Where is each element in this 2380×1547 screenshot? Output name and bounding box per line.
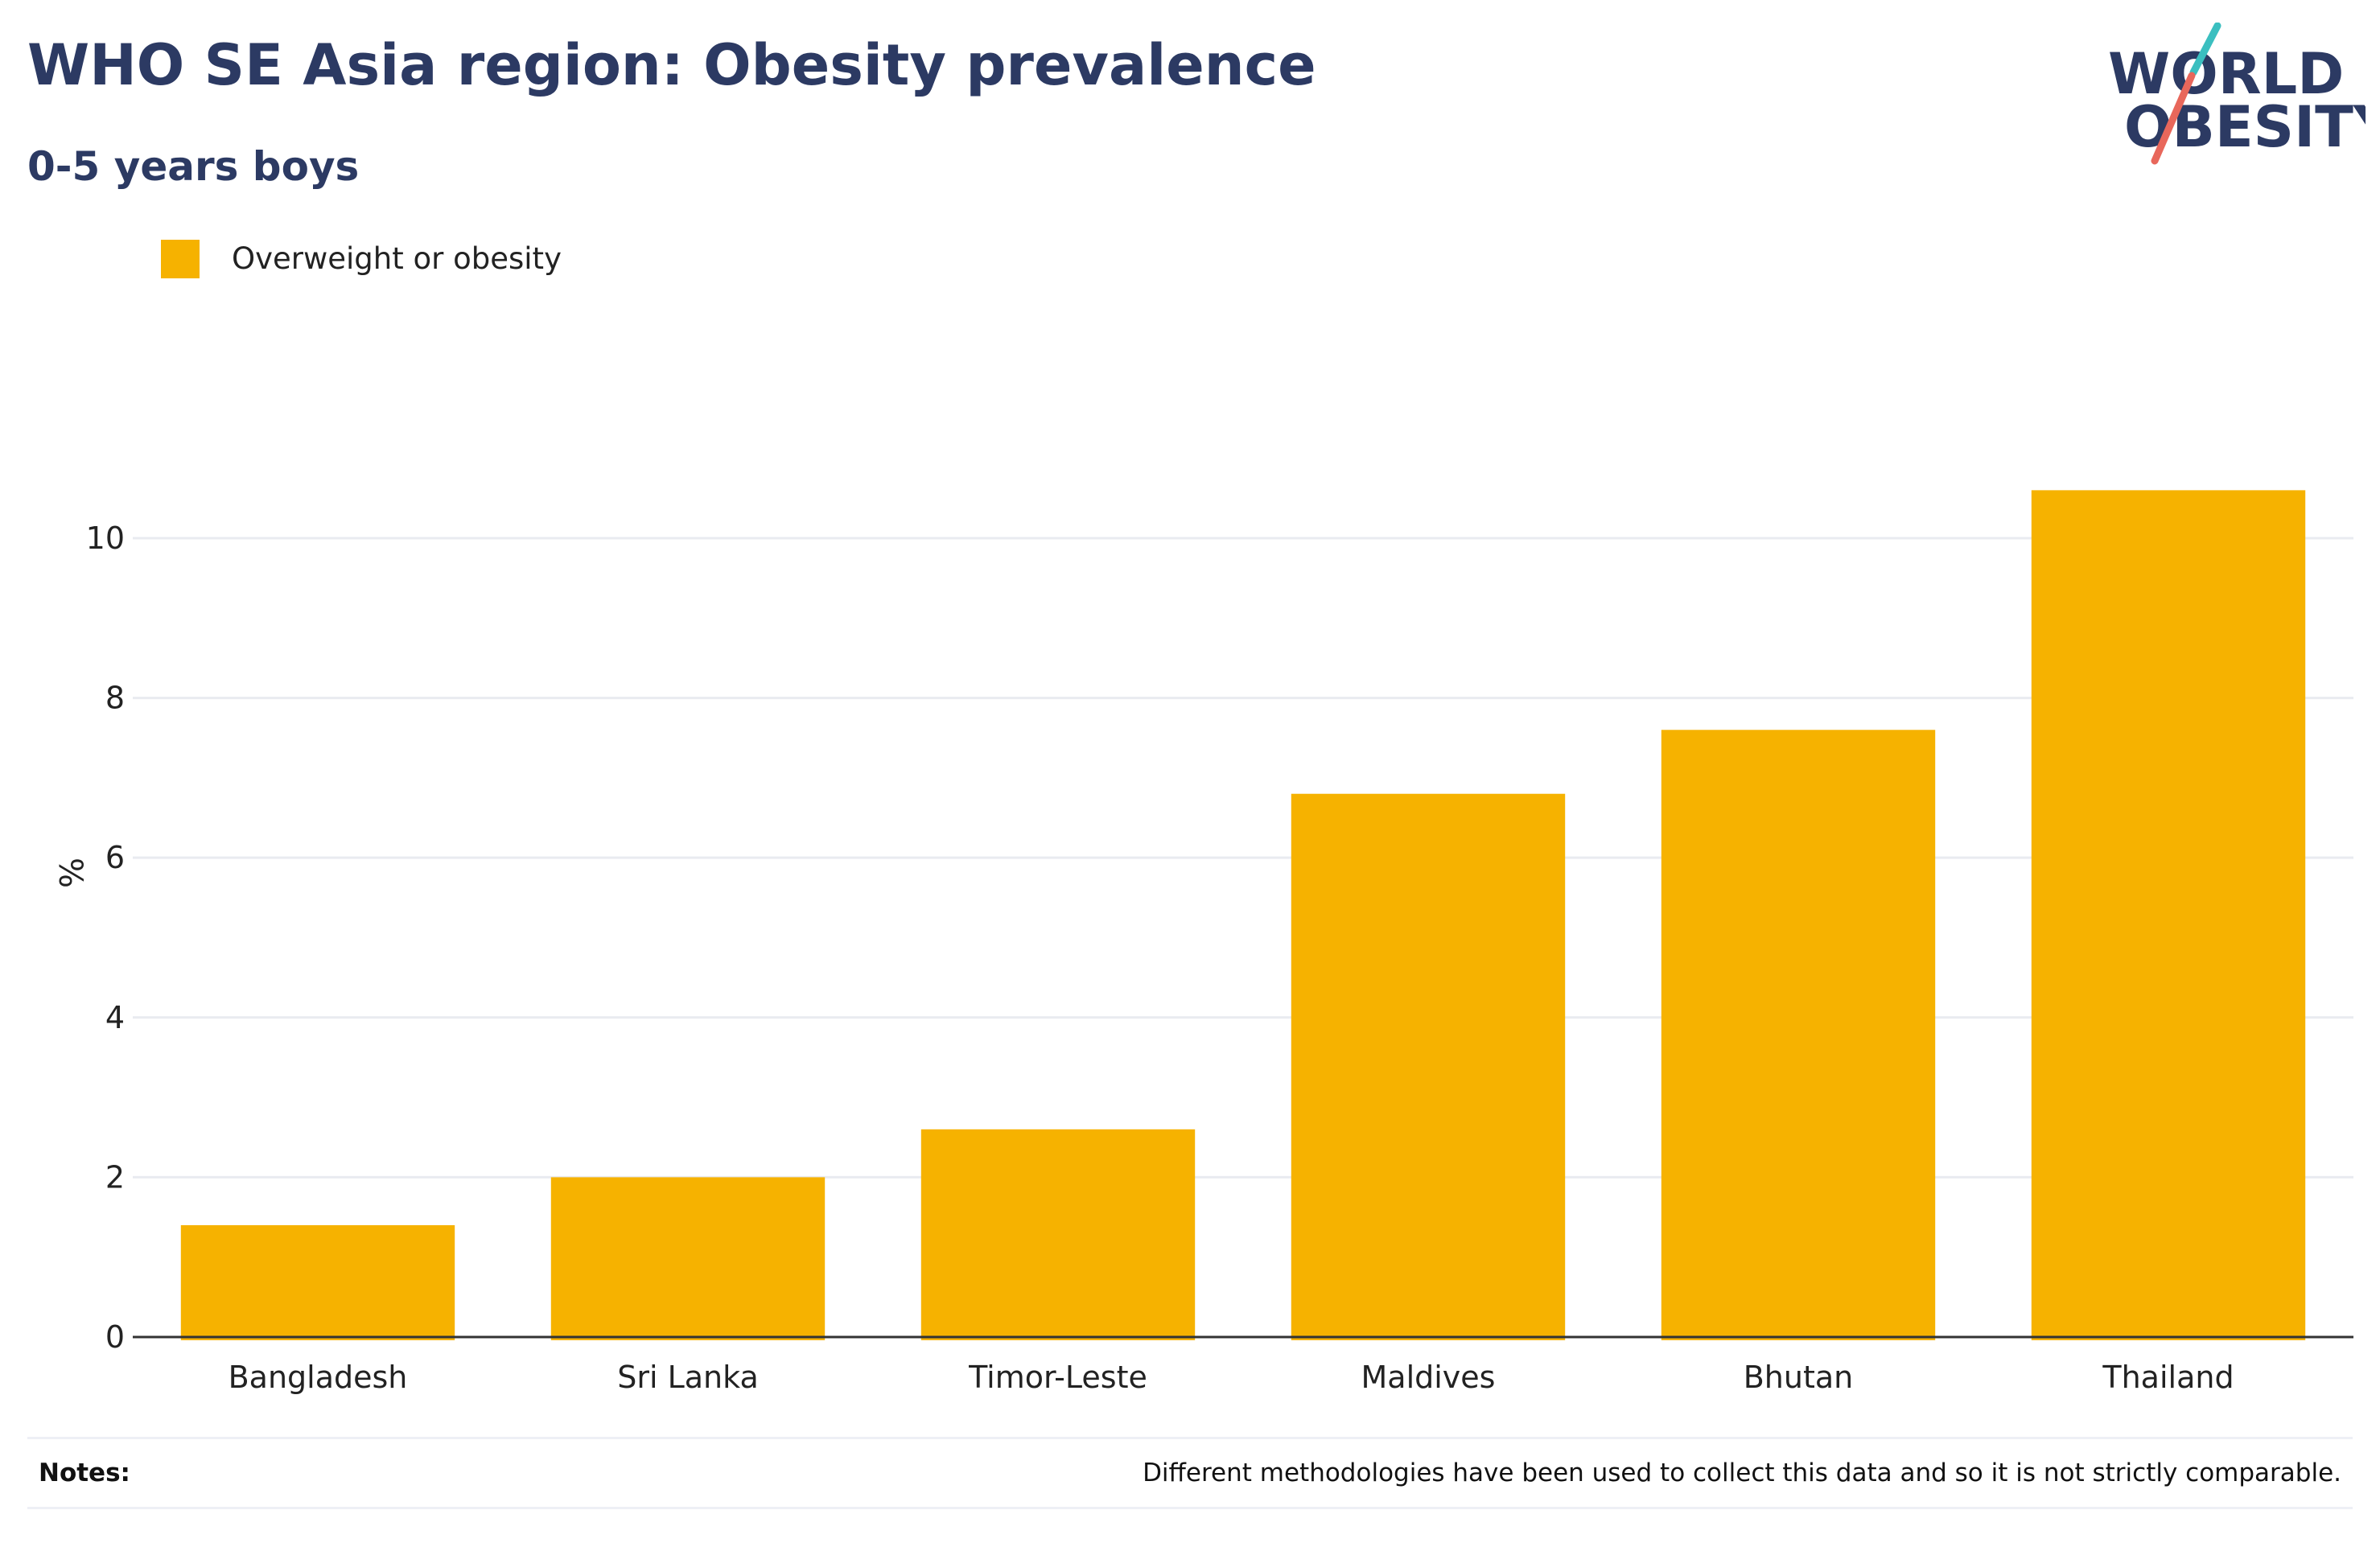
notes-bar: Notes: Different methodologies have been…: [27, 1437, 2353, 1509]
x-tick-label: Timor-Leste: [968, 1360, 1147, 1395]
bar-timor-leste[interactable]: [920, 1129, 1196, 1340]
x-tick-label: Maldives: [1361, 1360, 1496, 1395]
y-tick-label: 10: [86, 520, 125, 556]
chart-subtitle: 0-5 years boys: [27, 143, 360, 190]
bar-sri-lanka[interactable]: [550, 1177, 826, 1340]
x-tick-label: Thailand: [2102, 1360, 2234, 1395]
y-tick-label: 4: [105, 1000, 125, 1035]
bar-maldives[interactable]: [1291, 793, 1566, 1340]
bar-bhutan[interactable]: [1661, 730, 1936, 1340]
notes-label: Notes:: [39, 1459, 130, 1487]
logo-teal-slash: [2189, 23, 2221, 76]
logo-coral-slash: [2151, 72, 2196, 165]
bar-bangladesh[interactable]: [180, 1224, 455, 1340]
y-axis-label: %: [51, 858, 89, 888]
bar-layer: [180, 490, 2306, 1340]
x-tick-label: Bhutan: [1744, 1360, 1854, 1395]
x-tick-label: Bangladesh: [229, 1360, 408, 1395]
legend-label: Overweight or obesity: [232, 241, 562, 276]
logo-line2: OBESITY: [2124, 94, 2366, 160]
world-obesity-logo: WORLD OBESITY: [2108, 23, 2366, 165]
chart-title: WHO SE Asia region: Obesity prevalence: [27, 32, 1316, 98]
y-tick-label: 2: [105, 1159, 125, 1195]
bar-thailand[interactable]: [2031, 490, 2306, 1340]
y-tick-label: 6: [105, 840, 125, 875]
notes-text: Different methodologies have been used t…: [1143, 1459, 2341, 1487]
legend-swatch: [161, 240, 200, 278]
y-tick-label: 8: [105, 681, 125, 716]
logo-line1: WORLD: [2108, 41, 2344, 107]
grid-layer: [133, 537, 2353, 1179]
y-tick-label: 0: [105, 1319, 125, 1355]
x-tick-label: Sri Lanka: [617, 1360, 759, 1395]
axis-layer: 0 2 4 6 8 10 Bangladesh Sri Lanka Timor-Leste Mal…: [86, 520, 2353, 1395]
